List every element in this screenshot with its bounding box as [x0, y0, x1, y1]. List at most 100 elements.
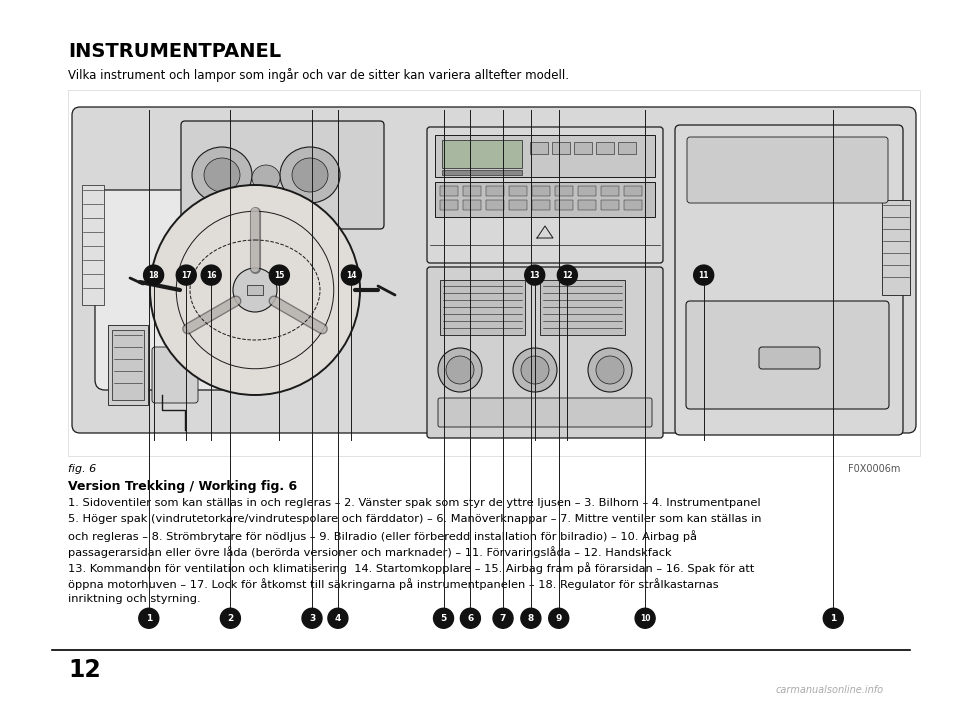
Text: 13: 13	[530, 271, 540, 279]
FancyBboxPatch shape	[438, 398, 652, 427]
FancyBboxPatch shape	[687, 137, 888, 203]
Circle shape	[493, 608, 513, 628]
Circle shape	[270, 265, 289, 285]
Bar	[440, 200, 458, 210]
FancyBboxPatch shape	[72, 107, 916, 433]
Text: 1. Sidoventiler som kan ställas in och regleras – 2. Vänster spak som styr de yt: 1. Sidoventiler som kan ställas in och r…	[68, 498, 760, 508]
Circle shape	[233, 268, 277, 312]
Circle shape	[342, 265, 361, 285]
Circle shape	[150, 185, 360, 395]
Bar	[82, 185, 104, 305]
Text: F0X0006m: F0X0006m	[848, 464, 900, 474]
Bar	[578, 200, 596, 210]
Text: öppna motorhuven – 17. Lock för åtkomst till säkringarna på instrumentpanelen – : öppna motorhuven – 17. Lock för åtkomst …	[68, 578, 719, 590]
Bar	[555, 186, 573, 196]
Bar	[624, 186, 642, 196]
Ellipse shape	[588, 348, 632, 392]
Ellipse shape	[446, 356, 474, 384]
Bar	[555, 200, 573, 210]
Bar	[463, 186, 481, 196]
Circle shape	[549, 608, 568, 628]
FancyBboxPatch shape	[152, 347, 198, 403]
Bar	[247, 285, 263, 295]
Bar	[601, 200, 619, 210]
Text: 8: 8	[528, 614, 534, 623]
Text: 4: 4	[335, 614, 341, 623]
Text: 2: 2	[228, 614, 233, 623]
Text: 7: 7	[500, 614, 506, 623]
Bar	[618, 142, 636, 154]
Text: 5: 5	[441, 614, 446, 623]
Bar	[540, 280, 625, 335]
Ellipse shape	[513, 348, 557, 392]
Text: Vilka instrument och lampor som ingår och var de sitter kan variera alltefter mo: Vilka instrument och lampor som ingår oc…	[68, 68, 569, 82]
Circle shape	[139, 608, 158, 628]
Circle shape	[202, 265, 221, 285]
Text: fig. 6: fig. 6	[68, 464, 96, 474]
Bar	[112, 330, 144, 400]
FancyBboxPatch shape	[181, 121, 384, 229]
Text: 16: 16	[206, 271, 216, 279]
Text: 10: 10	[640, 614, 650, 623]
FancyBboxPatch shape	[759, 347, 820, 369]
Bar	[486, 200, 504, 210]
FancyBboxPatch shape	[95, 190, 295, 390]
Circle shape	[636, 608, 655, 628]
Bar	[463, 200, 481, 210]
Circle shape	[328, 608, 348, 628]
Bar	[68, 90, 920, 456]
Bar	[509, 200, 527, 210]
Ellipse shape	[596, 356, 624, 384]
Circle shape	[302, 608, 322, 628]
Text: 1: 1	[146, 614, 152, 623]
Bar	[440, 186, 458, 196]
FancyBboxPatch shape	[427, 127, 663, 263]
Text: 15: 15	[275, 271, 284, 279]
Bar	[486, 186, 504, 196]
Bar	[596, 142, 614, 154]
Ellipse shape	[204, 158, 240, 192]
Bar	[578, 186, 596, 196]
Text: carmanualsonline.info: carmanualsonline.info	[776, 685, 884, 695]
Text: 5. Höger spak (vindrutetorkare/vindrutespolare och färddator) – 6. Manöverknappa: 5. Höger spak (vindrutetorkare/vindrutes…	[68, 514, 761, 524]
Circle shape	[177, 265, 196, 285]
Bar	[574, 142, 592, 154]
Text: 14: 14	[347, 271, 356, 279]
Text: 11: 11	[699, 271, 708, 279]
Text: 9: 9	[556, 614, 562, 623]
Bar	[435, 135, 655, 177]
Circle shape	[144, 265, 163, 285]
Text: passagerarsidan eller övre låda (berörda versioner och marknader) – 11. Förvarin: passagerarsidan eller övre låda (berörda…	[68, 546, 672, 558]
Bar	[882, 200, 910, 295]
Ellipse shape	[252, 165, 280, 191]
FancyBboxPatch shape	[686, 301, 889, 409]
Bar	[552, 142, 570, 154]
Circle shape	[221, 608, 240, 628]
Bar	[624, 200, 642, 210]
Bar	[530, 142, 548, 154]
Text: 12: 12	[563, 271, 572, 279]
Text: 3: 3	[309, 614, 315, 623]
Circle shape	[461, 608, 480, 628]
Text: 17: 17	[180, 271, 192, 279]
Ellipse shape	[280, 147, 340, 203]
Circle shape	[525, 265, 544, 285]
Bar	[442, 140, 522, 168]
Text: INSTRUMENTPANEL: INSTRUMENTPANEL	[68, 42, 281, 61]
Ellipse shape	[521, 356, 549, 384]
Text: 12: 12	[68, 658, 101, 682]
Text: 6: 6	[468, 614, 473, 623]
Bar	[532, 186, 550, 196]
Bar	[442, 170, 522, 175]
Bar	[509, 186, 527, 196]
Text: 18: 18	[148, 271, 159, 279]
Bar	[532, 200, 550, 210]
FancyBboxPatch shape	[427, 267, 663, 438]
Bar	[440, 280, 525, 335]
Circle shape	[521, 608, 540, 628]
FancyBboxPatch shape	[675, 125, 903, 435]
Text: inriktning och styrning.: inriktning och styrning.	[68, 594, 201, 604]
Bar	[108, 325, 148, 405]
Text: 1: 1	[830, 614, 836, 623]
Ellipse shape	[192, 147, 252, 203]
